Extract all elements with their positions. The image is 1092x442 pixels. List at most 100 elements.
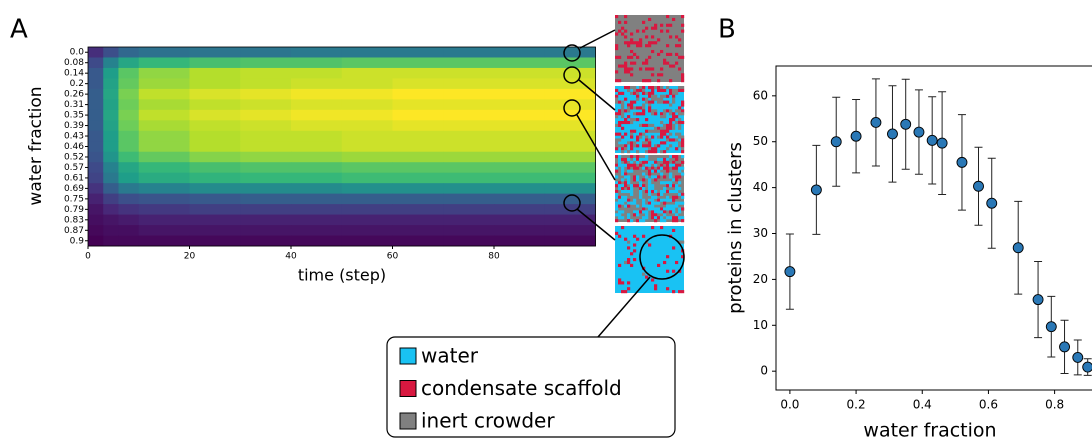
lattice-cell [663,61,667,65]
lattice-cell [633,106,637,110]
lattice-cell [654,97,658,101]
lattice-cell [615,70,619,74]
lattice-cell [669,126,673,130]
heatmap-cell [341,47,393,58]
lattice-cell [654,129,658,133]
lattice-cell [660,163,664,167]
y-tick-label: 0.79 [64,205,84,215]
lattice-cell [648,17,652,22]
lattice-cell [621,163,625,167]
lattice-cell [681,76,685,80]
y-tick-label: 0.14 [64,69,84,79]
lattice-cell [675,260,679,265]
heatmap-cell [103,67,119,79]
heatmap-cell [494,47,546,58]
lattice-cell [663,219,667,223]
lattice-cell [624,147,628,151]
heatmap-cell [544,99,596,111]
lattice-cell [663,189,667,194]
lattice-cell [624,70,628,74]
lattice-cell [681,138,685,142]
y-tick-label: 0.08 [64,58,84,68]
lattice-cell [615,115,619,119]
heatmap-cell [88,67,104,79]
lattice-cell [672,246,676,250]
lattice-cell [633,234,637,238]
lattice-cell [672,216,676,220]
lattice-cell [669,189,673,194]
data-point [1045,321,1057,333]
lattice-cell [636,160,640,164]
lattice-cell [624,61,628,65]
lattice-cell [630,155,634,159]
lattice-cell [678,126,682,130]
lattice-cell [627,150,631,154]
lattice-cell [636,41,640,45]
heatmap-cell [443,88,495,100]
lattice-cell [672,64,676,68]
lattice-cell [615,181,619,185]
lattice-cell [675,157,679,162]
lattice-cell [624,184,628,188]
lattice-cell [639,135,643,139]
lattice-cell [627,287,631,291]
lattice-cell [663,109,667,113]
heatmap-cell [88,141,104,153]
heatmap-cell [118,162,140,174]
heatmap-cell [392,67,444,79]
heatmap-cell [494,120,546,132]
data-point [900,118,912,130]
lattice-cell [624,35,628,39]
lattice-cell [663,157,667,162]
lattice-cell [675,91,679,95]
heatmap-cell [392,193,444,205]
lattice-cell [645,118,649,122]
heatmap-cell [189,151,241,163]
callout-line [576,208,616,241]
data-point [986,197,998,209]
lattice-cell [675,132,679,136]
heatmap-cell [138,162,190,174]
lattice-cell [615,184,619,188]
lattice-cell [678,44,682,48]
lattice-cell [648,169,652,173]
heatmap-cell [392,235,444,247]
lattice-cell [630,135,634,139]
lattice-cell [666,207,670,211]
lattice-cell [675,155,679,159]
lattice-cell [615,204,619,208]
lattice-cell [657,100,661,104]
lattice-cell [654,147,658,151]
heatmap-cell [88,204,104,215]
data-point [1032,294,1044,306]
lattice-cell [651,201,655,205]
lattice-cell [633,249,637,253]
lattice-cell [681,112,685,116]
lattice-cell [675,120,679,125]
heatmap-cell [138,193,190,205]
y-tick-label: 0.46 [64,142,84,152]
lattice-cell [672,178,676,182]
heatmap-cell [103,151,119,163]
y-tick-label: 0 [760,364,768,378]
lattice-cell [681,109,685,113]
lattice-cell [663,100,667,104]
lattice-cell [678,216,682,220]
lattice-cell [669,207,673,211]
lattice-cell [615,97,619,101]
data-point [913,126,925,138]
lattice-cell [663,201,667,205]
heatmap-cell [118,57,140,69]
heatmap-cell [544,47,596,58]
heatmap-cell [392,225,444,236]
heatmap-cell [341,120,393,132]
lattice-cell [657,166,661,170]
lattice-cell [618,157,622,162]
heatmap-cell [138,78,190,90]
lattice-cell [657,198,661,202]
lattice-cell [666,160,670,164]
lattice-cell [651,49,655,54]
heatmap-cell [392,183,444,195]
lattice-cell [627,88,631,93]
legend: water condensate scaffold inert crowder [399,344,622,433]
